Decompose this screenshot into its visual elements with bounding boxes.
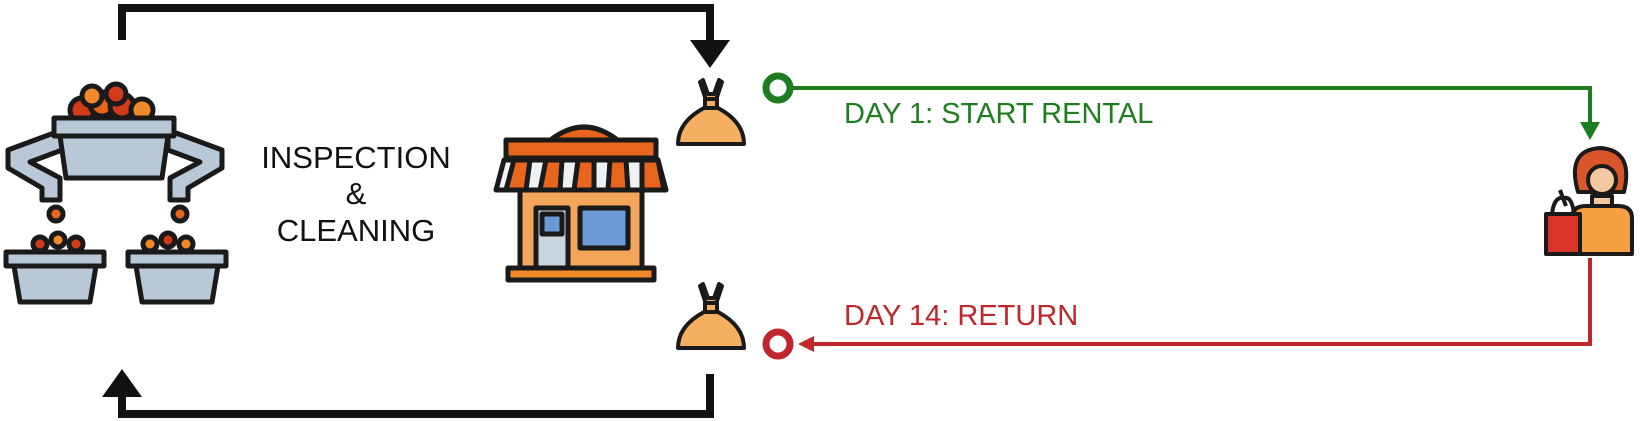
cycle-bottom-arrow — [102, 369, 714, 418]
rental-arrow — [762, 72, 1600, 140]
rental-label: DAY 1: START RENTAL — [844, 98, 1153, 130]
process-label-line-3: CLEANING — [277, 213, 435, 248]
cycle-top-arrow — [118, 4, 730, 68]
process-label-line-2: & — [346, 176, 367, 211]
store-icon — [493, 124, 669, 283]
return-arrow — [762, 258, 1592, 360]
sorting-machine-icon — [3, 81, 229, 305]
shopper-icon — [1544, 146, 1634, 256]
return-label: DAY 14: RETURN — [844, 300, 1078, 332]
process-label-line-1: INSPECTION — [261, 140, 450, 175]
dress-icon — [676, 282, 746, 350]
dress-icon — [676, 78, 746, 146]
